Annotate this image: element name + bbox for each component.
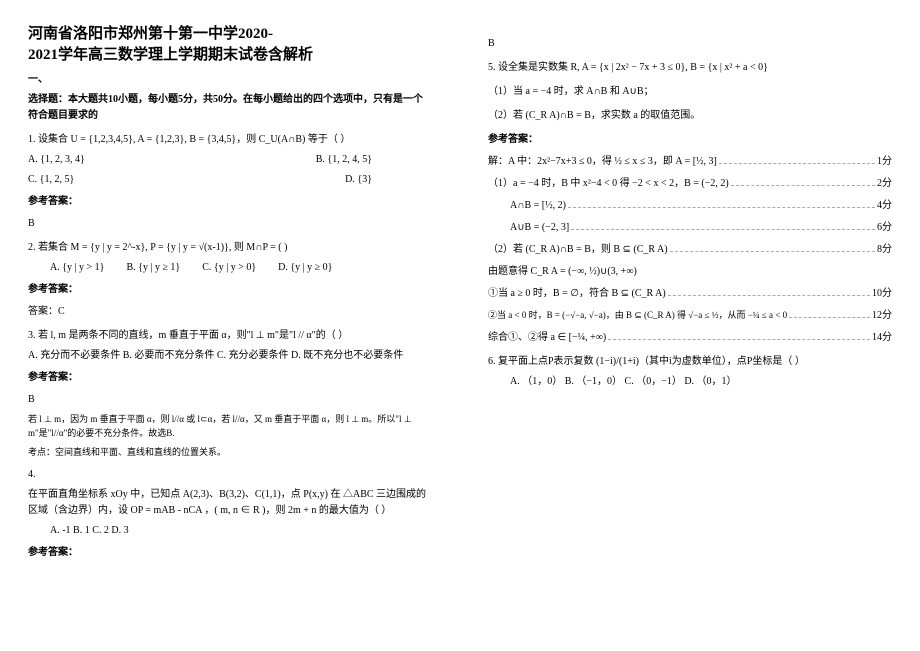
sol-line-1: 解：A 中：2x²−7x+3 ≤ 0，得 ½ ≤ x ≤ 3，即 A = [½,…	[488, 154, 892, 170]
answer-label: 参考答案：	[488, 132, 892, 148]
q3-stem: 3. 若 l, m 是两条不同的直线，m 垂直于平面 α，则"l ⊥ m"是"l…	[28, 328, 432, 344]
answer-label: 参考答案：	[28, 370, 432, 386]
sol-8-pts: 12分	[872, 308, 892, 324]
q2-opt-a: A. {y | y > 1}	[50, 260, 104, 276]
sol-line-9: 综合①、②得 a ∈ [−¼, +∞) 14分	[488, 330, 892, 346]
section-1-heading: 选择题：本大题共10小题，每小题5分，共50分。在每小题给出的四个选项中，只有是…	[28, 92, 432, 124]
question-6: 6. 复平面上点P表示复数 (1−i)/(1+i)（其中i为虚数单位），点P坐标…	[488, 354, 892, 390]
sol-4-text: A∪B = (−2, 3]	[510, 220, 569, 236]
sol-9-text: 综合①、②得 a ∈ [−¼, +∞)	[488, 330, 606, 346]
q1-answer: B	[28, 216, 432, 232]
q4-answer: B	[488, 36, 892, 52]
doc-title: 河南省洛阳市郑州第十第一中学2020- 2021学年高三数学理上学期期末试卷含解…	[28, 24, 432, 66]
dotfill	[608, 339, 870, 340]
q1-opt-d: D. {3}	[345, 172, 372, 188]
answer-label: 参考答案：	[28, 194, 432, 210]
answer-label: 参考答案：	[28, 282, 432, 298]
sol-3-text: A∩B = [½, 2)	[510, 198, 566, 214]
question-4: 4. 在平面直角坐标系 xOy 中，已知点 A(2,3)、B(3,2)、C(1,…	[28, 467, 432, 561]
sol-line-3: A∩B = [½, 2) 4分	[488, 198, 892, 214]
q4-num: 4.	[28, 467, 432, 483]
sol-7-pts: 10分	[872, 286, 892, 302]
q5-part-1: （1）当 a = −4 时，求 A∩B 和 A∪B；	[488, 84, 892, 100]
sol-5-pts: 8分	[877, 242, 892, 258]
q4-stem: 在平面直角坐标系 xOy 中，已知点 A(2,3)、B(3,2)、C(1,1)，…	[28, 487, 432, 519]
dotfill	[571, 229, 875, 230]
answer-label: 参考答案：	[28, 545, 432, 561]
title-line-2: 2021学年高三数学理上学期期末试卷含解析	[28, 47, 313, 63]
q1-opt-b: B. {1, 2, 4, 5}	[316, 152, 372, 168]
page: 河南省洛阳市郑州第十第一中学2020- 2021学年高三数学理上学期期末试卷含解…	[0, 0, 920, 651]
sol-2-pts: 2分	[877, 176, 892, 192]
title-line-1: 河南省洛阳市郑州第十第一中学2020-	[28, 26, 273, 42]
dotfill	[719, 163, 875, 164]
dotfill	[731, 185, 875, 186]
q2-stem: 2. 若集合 M = {y | y = 2^-x}, P = {y | y = …	[28, 240, 432, 256]
q5-stem: 5. 设全集是实数集 R, A = {x | 2x² − 7x + 3 ≤ 0}…	[488, 60, 892, 76]
q3-explain-2: 考点：空间直线和平面、直线和直线的位置关系。	[28, 445, 432, 459]
q3-options: A. 充分而不必要条件 B. 必要而不充分条件 C. 充分必要条件 D. 既不充…	[28, 348, 432, 364]
q1-opt-a: A. {1, 2, 3, 4}	[28, 152, 85, 168]
question-2: 2. 若集合 M = {y | y = 2^-x}, P = {y | y = …	[28, 240, 432, 320]
left-column: 河南省洛阳市郑州第十第一中学2020- 2021学年高三数学理上学期期末试卷含解…	[0, 0, 460, 651]
sol-1-pts: 1分	[877, 154, 892, 170]
q2-opt-d: D. {y | y ≥ 0}	[278, 260, 332, 276]
right-column: B 5. 设全集是实数集 R, A = {x | 2x² − 7x + 3 ≤ …	[460, 0, 920, 651]
sol-2-text: （1）a = −4 时，B 中 x²−4 < 0 得 −2 < x < 2，B …	[488, 176, 729, 192]
q2-answer: 答案：C	[28, 304, 432, 320]
q2-opt-b: B. {y | y ≥ 1}	[126, 260, 180, 276]
dotfill	[668, 295, 870, 296]
sol-line-4: A∪B = (−2, 3] 6分	[488, 220, 892, 236]
sol-line-5: （2）若 (C_R A)∩B = B，则 B ⊆ (C_R A) 8分	[488, 242, 892, 258]
q6-stem: 6. 复平面上点P表示复数 (1−i)/(1+i)（其中i为虚数单位），点P坐标…	[488, 354, 892, 370]
sol-line-7: ①当 a ≥ 0 时，B = ∅，符合 B ⊆ (C_R A) 10分	[488, 286, 892, 302]
q3-explain-1: 若 l ⊥ m，因为 m 垂直于平面 α，则 l//α 或 l⊂α，若 l//α…	[28, 412, 432, 441]
dotfill	[789, 317, 870, 318]
dotfill	[568, 207, 875, 208]
sol-1-text: 解：A 中：2x²−7x+3 ≤ 0，得 ½ ≤ x ≤ 3，即 A = [½,…	[488, 154, 717, 170]
q4-options: A. -1 B. 1 C. 2 D. 3	[28, 523, 432, 539]
sol-6-text: 由题意得 C_R A = (−∞, ½)∪(3, +∞)	[488, 264, 892, 280]
sol-3-pts: 4分	[877, 198, 892, 214]
sol-7-text: ①当 a ≥ 0 时，B = ∅，符合 B ⊆ (C_R A)	[488, 286, 666, 302]
sol-9-pts: 14分	[872, 330, 892, 346]
sol-4-pts: 6分	[877, 220, 892, 236]
q2-opt-c: C. {y | y > 0}	[202, 260, 256, 276]
q5-part-2: （2）若 (C_R A)∩B = B，求实数 a 的取值范围。	[488, 108, 892, 124]
question-3: 3. 若 l, m 是两条不同的直线，m 垂直于平面 α，则"l ⊥ m"是"l…	[28, 328, 432, 459]
section-1-num: 一、	[28, 72, 432, 88]
question-1: 1. 设集合 U = {1,2,3,4,5}, A = {1,2,3}, B =…	[28, 132, 432, 232]
sol-8-text: ②当 a < 0 时，B = (−√−a, √−a)，由 B ⊆ (C_R A)…	[488, 308, 787, 322]
sol-5-text: （2）若 (C_R A)∩B = B，则 B ⊆ (C_R A)	[488, 242, 668, 258]
q3-answer: B	[28, 392, 432, 408]
question-5: 5. 设全集是实数集 R, A = {x | 2x² − 7x + 3 ≤ 0}…	[488, 60, 892, 346]
q1-opt-c: C. {1, 2, 5}	[28, 172, 74, 188]
dotfill	[670, 251, 875, 252]
sol-line-2: （1）a = −4 时，B 中 x²−4 < 0 得 −2 < x < 2，B …	[488, 176, 892, 192]
q6-options: A. （1，0） B. （−1，0） C. （0，−1） D. （0，1）	[488, 374, 892, 390]
q1-stem: 1. 设集合 U = {1,2,3,4,5}, A = {1,2,3}, B =…	[28, 132, 432, 148]
sol-line-8: ②当 a < 0 时，B = (−√−a, √−a)，由 B ⊆ (C_R A)…	[488, 308, 892, 324]
